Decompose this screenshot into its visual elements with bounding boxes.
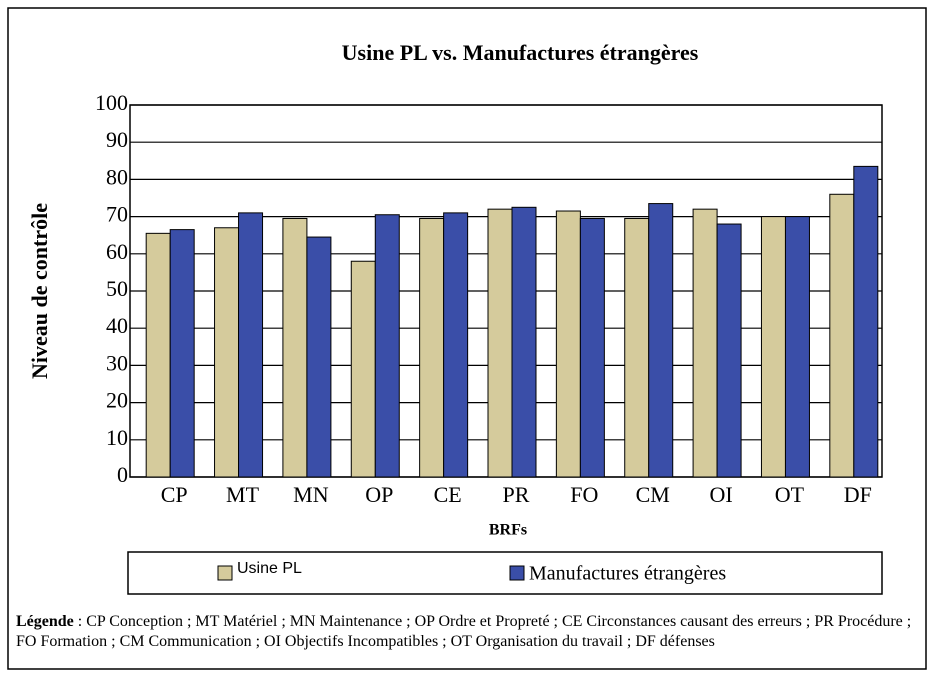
bar bbox=[511, 206, 537, 478]
bar bbox=[374, 214, 400, 478]
bar bbox=[419, 217, 445, 478]
bar bbox=[624, 217, 650, 478]
chart-title: Usine PL vs. Manufactures étrangères bbox=[342, 40, 699, 65]
bar bbox=[169, 229, 195, 478]
bar bbox=[716, 223, 742, 478]
x-tick-label: CP bbox=[161, 482, 188, 507]
bar bbox=[784, 216, 810, 478]
x-tick-label: DF bbox=[844, 482, 872, 507]
frame bbox=[7, 7, 927, 670]
y-axis-label: Niveau de contrôle bbox=[27, 203, 52, 379]
bar bbox=[306, 236, 332, 478]
bar bbox=[648, 203, 674, 478]
bar bbox=[443, 212, 469, 478]
bar bbox=[853, 165, 879, 478]
x-tick-label: CM bbox=[636, 482, 670, 507]
legend-note: Légende : CP Conception ; MT Matériel ; … bbox=[16, 612, 921, 652]
bar bbox=[760, 216, 786, 478]
legend-label: Manufactures étrangères bbox=[529, 563, 726, 585]
y-tick-label: 100 bbox=[95, 90, 128, 115]
x-tick-label: FO bbox=[570, 482, 598, 507]
legend-note-text: : CP Conception ; MT Matériel ; MN Maint… bbox=[16, 613, 912, 650]
bar bbox=[145, 232, 171, 478]
x-tick-label: OP bbox=[365, 482, 393, 507]
x-tick-label: MN bbox=[293, 482, 329, 507]
y-tick-label: 90 bbox=[106, 127, 128, 152]
y-tick-label: 50 bbox=[106, 276, 128, 301]
x-tick-label: OI bbox=[709, 482, 732, 507]
legend-label: Usine PL bbox=[237, 560, 302, 577]
x-tick-label: CE bbox=[434, 482, 462, 507]
bar bbox=[555, 210, 581, 478]
y-tick-label: 80 bbox=[106, 164, 128, 189]
x-tick-label: OT bbox=[775, 482, 805, 507]
y-tick-label: 0 bbox=[117, 462, 128, 487]
bar bbox=[829, 193, 855, 478]
legend bbox=[127, 551, 883, 595]
y-tick-label: 10 bbox=[106, 425, 128, 450]
x-axis-label: BRFs bbox=[489, 522, 527, 539]
x-tick-label: MT bbox=[226, 482, 260, 507]
x-tick-label: PR bbox=[503, 482, 530, 507]
bar bbox=[487, 208, 513, 478]
bar bbox=[238, 212, 264, 478]
y-tick-label: 70 bbox=[106, 202, 128, 227]
bar bbox=[214, 227, 240, 478]
y-tick-label: 60 bbox=[106, 239, 128, 264]
y-tick-label: 20 bbox=[106, 388, 128, 413]
y-tick-label: 30 bbox=[106, 350, 128, 375]
bar bbox=[692, 208, 718, 478]
bar bbox=[579, 217, 605, 478]
bar bbox=[350, 260, 376, 478]
legend-swatch bbox=[509, 565, 525, 581]
legend-note-label: Légende bbox=[16, 613, 74, 630]
bar bbox=[282, 217, 308, 478]
legend-swatch bbox=[217, 565, 233, 581]
y-tick-label: 40 bbox=[106, 313, 128, 338]
